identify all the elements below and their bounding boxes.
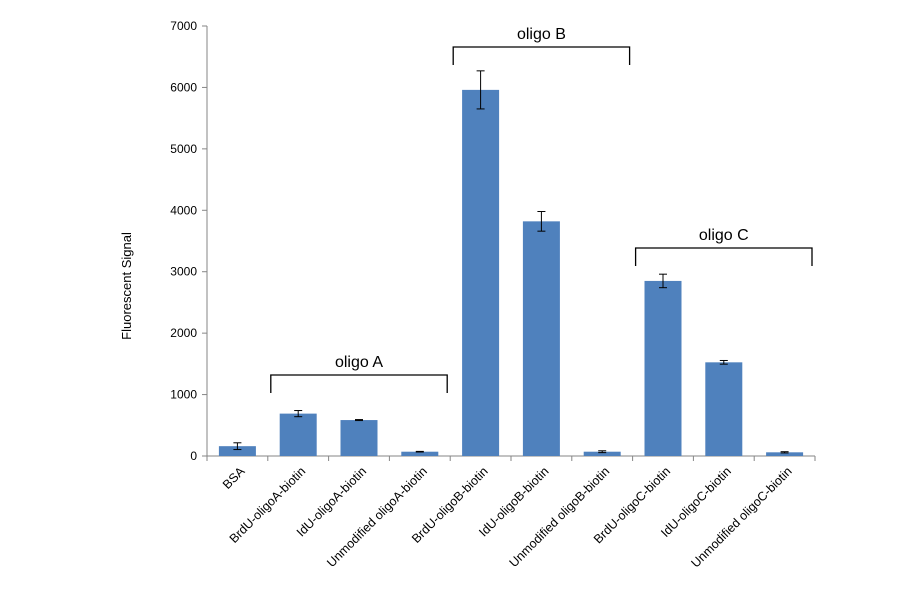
group-bracket-label: oligo C (699, 227, 749, 244)
y-axis: 0 1000 2000 3000 4000 5000 6000 7000 (170, 19, 208, 463)
y-tick-label: 4000 (170, 203, 197, 217)
bar (766, 452, 804, 456)
y-tick-label: 0 (190, 449, 197, 463)
bars (218, 89, 804, 456)
group-bracket-label: oligo A (335, 354, 383, 371)
bar (583, 451, 621, 456)
bar (705, 362, 743, 456)
bar (522, 221, 560, 456)
category-label: BSA (220, 464, 248, 492)
x-axis: BSABrdU-oligoA-biotinIdU-oligoA-biotinUn… (206, 455, 816, 570)
group-bracket (634, 247, 813, 266)
category-label: Unmodified oligoB-biotin (507, 464, 613, 570)
bar (462, 89, 500, 456)
y-tick-label: 7000 (170, 19, 197, 33)
bar (340, 420, 378, 456)
bar (644, 280, 682, 456)
category-label: Unmodified oligoC-biotin (689, 464, 795, 570)
y-tick-label: 6000 (170, 80, 197, 94)
bar (218, 446, 256, 456)
bar (279, 413, 317, 456)
y-tick-label: 2000 (170, 326, 197, 340)
group-brackets: oligo A oligo B oligo C (270, 26, 813, 393)
y-tick-label: 3000 (170, 265, 197, 279)
group-bracket-label: oligo B (517, 26, 566, 43)
group-bracket (452, 46, 631, 65)
group-bracket (270, 374, 448, 393)
bar (401, 451, 439, 456)
error-bars (233, 70, 789, 454)
y-tick-label: 5000 (170, 142, 197, 156)
y-axis-label: Fluorescent Signal (119, 232, 134, 340)
category-label: Unmodified oligoA-biotin (324, 464, 430, 570)
y-tick-label: 1000 (170, 388, 197, 402)
